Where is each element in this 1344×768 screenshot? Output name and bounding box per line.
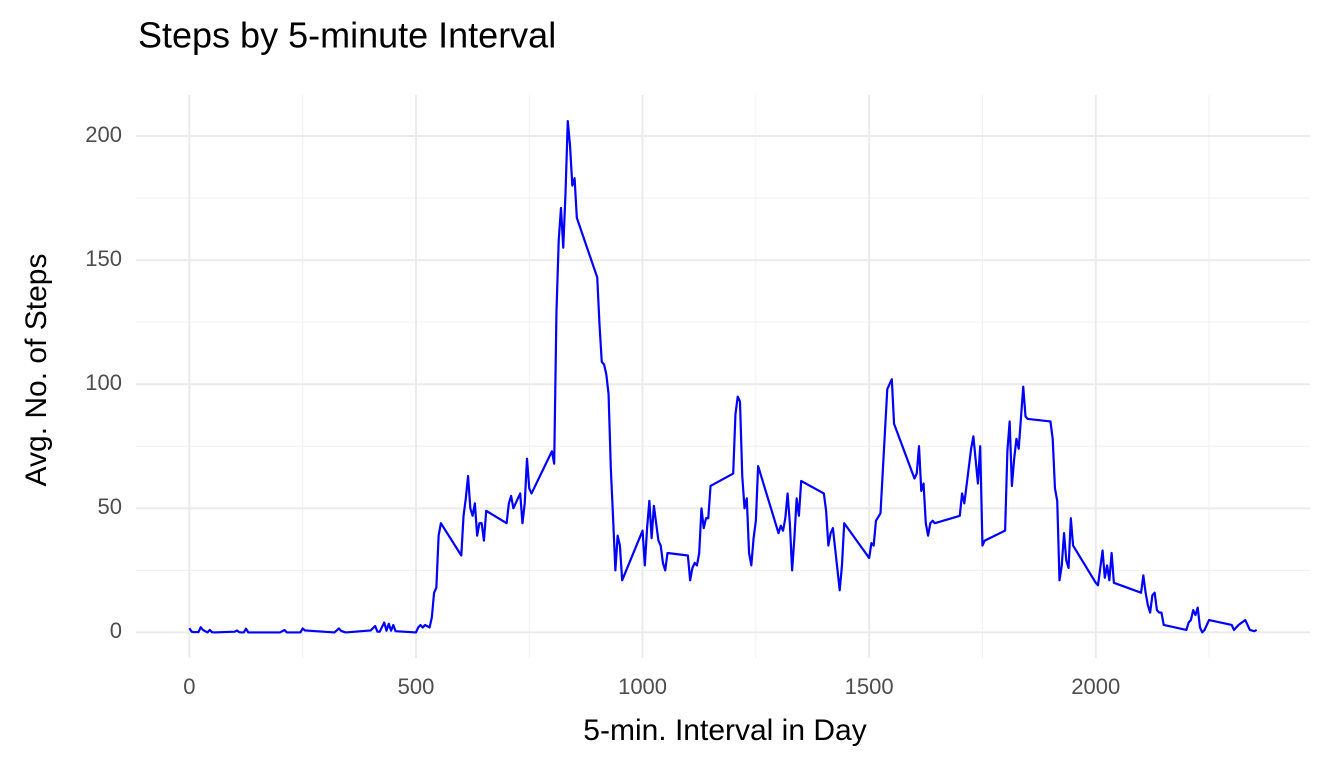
y-tick-label: 150 xyxy=(85,246,122,271)
x-tick-label: 500 xyxy=(398,674,435,699)
y-axis-label: Avg. No. of Steps xyxy=(20,254,53,487)
x-tick-label: 0 xyxy=(183,674,195,699)
x-tick-label: 1000 xyxy=(618,674,667,699)
x-axis-label: 5-min. Interval in Day xyxy=(583,714,866,747)
x-tick-label: 2000 xyxy=(1071,674,1120,699)
data-line xyxy=(188,119,1258,634)
y-tick-label: 50 xyxy=(98,494,122,519)
y-tick-label: 200 xyxy=(85,122,122,147)
x-tick-label: 1500 xyxy=(845,674,894,699)
y-tick-label: 0 xyxy=(110,618,122,643)
y-tick-label: 100 xyxy=(85,370,122,395)
chart-title: Steps by 5-minute Interval xyxy=(138,15,556,56)
